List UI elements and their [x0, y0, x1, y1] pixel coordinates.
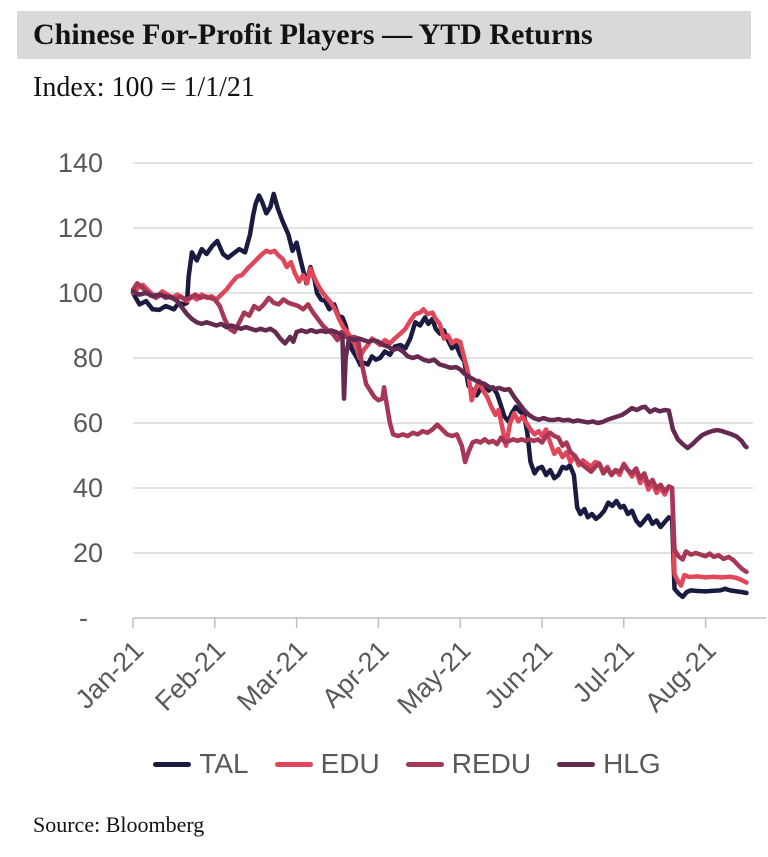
- legend-label-tal: TAL: [199, 748, 249, 779]
- svg-text:Apr-21: Apr-21: [316, 635, 395, 714]
- svg-text:20: 20: [73, 538, 103, 568]
- chart-subtitle: Index: 100 = 1/1/21: [33, 72, 255, 103]
- svg-text:Feb-21: Feb-21: [149, 635, 231, 717]
- chart-legend: TAL EDU REDU HLG: [0, 748, 768, 780]
- svg-text:Aug-21: Aug-21: [639, 635, 722, 718]
- legend-item-hlg: HLG: [557, 748, 661, 780]
- legend-item-tal: TAL: [153, 748, 249, 780]
- legend-label-hlg: HLG: [603, 748, 661, 779]
- svg-text:Jul-21: Jul-21: [567, 635, 640, 708]
- svg-text:120: 120: [58, 213, 103, 243]
- edu-line-swatch-icon: [274, 761, 313, 767]
- svg-text:80: 80: [73, 343, 103, 373]
- source-text: Source: Bloomberg: [33, 812, 205, 837]
- title-bar: Chinese For-Profit Players — YTD Returns: [17, 11, 751, 59]
- svg-text:-: -: [79, 603, 88, 633]
- svg-text:60: 60: [73, 408, 103, 438]
- svg-text:Mar-21: Mar-21: [231, 635, 313, 717]
- redu-line-swatch-icon: [405, 761, 444, 767]
- svg-text:Jan-21: Jan-21: [70, 635, 150, 715]
- svg-text:100: 100: [58, 278, 103, 308]
- hlg-line-swatch-icon: [557, 761, 596, 767]
- svg-text:140: 140: [58, 148, 103, 178]
- svg-text:40: 40: [73, 473, 103, 503]
- chart-title: Chinese For-Profit Players — YTD Returns: [33, 18, 593, 51]
- legend-item-edu: EDU: [274, 748, 380, 780]
- svg-text:May-21: May-21: [392, 635, 477, 720]
- legend-item-redu: REDU: [405, 748, 532, 780]
- legend-label-redu: REDU: [451, 748, 532, 779]
- svg-text:Jun-21: Jun-21: [479, 635, 559, 715]
- tal-line-swatch-icon: [153, 761, 192, 767]
- legend-label-edu: EDU: [320, 748, 380, 779]
